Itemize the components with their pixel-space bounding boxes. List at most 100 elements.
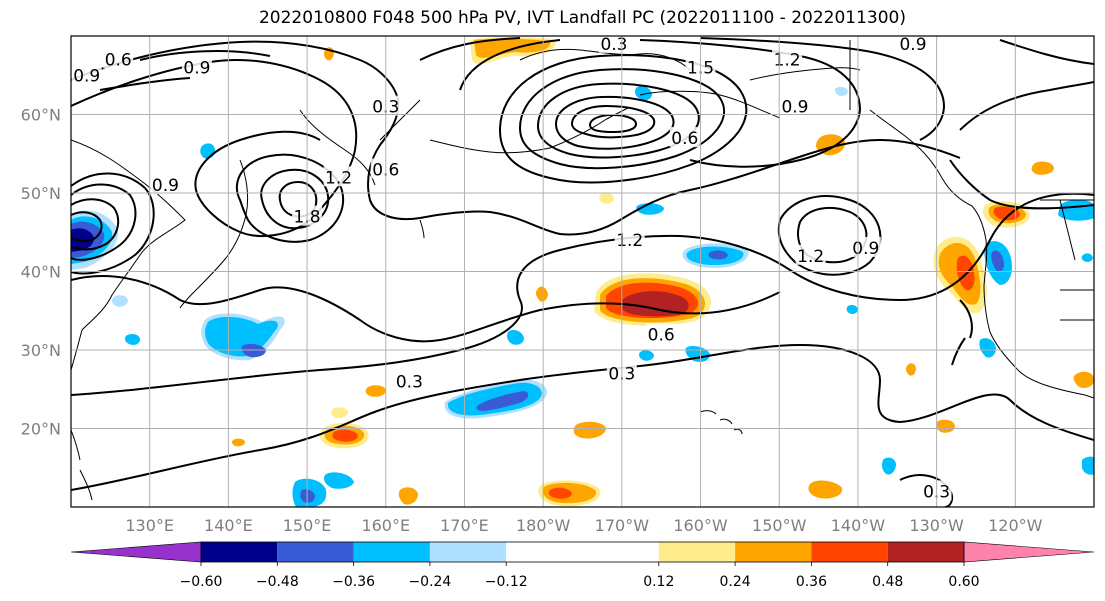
colorbar-tick-label: 0.36 [796,574,827,590]
contour-line [71,59,358,237]
contour-line [999,39,1094,65]
lon-tick-label: 130°E [125,516,174,535]
contour-line [518,68,726,170]
colorbar-tick-label: 0.48 [872,574,903,590]
contour-line [99,50,271,91]
coastline-aleutians [429,90,781,154]
anomaly-region [1073,371,1094,388]
anomaly-region [979,338,996,358]
colorbar-segment [277,542,354,562]
coastline-japan [179,159,249,309]
anomaly-region [476,391,529,411]
colorbar-segment [201,542,278,562]
contour-label-bg [394,370,425,391]
contour-label: 0.9 [150,174,181,196]
map-frame [70,35,1095,508]
anomaly-region [573,421,606,439]
anomaly-region [398,487,418,505]
colorbar-under-arrow [70,541,202,563]
anomaly-region [231,438,245,447]
map-title: 2022010800 F048 500 hPa PV, IVT Landfall… [258,8,906,28]
contour-label: 1.2 [614,229,645,251]
contour-label-text: 0.9 [183,58,210,78]
contour-label-text: 0.9 [781,98,808,118]
anomaly-region [1081,253,1093,262]
anomaly-region [323,472,354,489]
colorbar-segment [429,542,507,562]
anomaly-region [332,429,358,442]
contour-line [588,113,638,134]
colorbar-tick-label: −0.24 [408,574,451,590]
lon-tick-label: 150°W [752,516,807,535]
colorbar-segment [887,542,964,562]
coastline-islands [71,219,425,501]
colorbar-tick-label: −0.60 [180,574,223,590]
contour-line [71,211,103,242]
contour-label-bg [669,127,700,148]
contour-line [777,195,882,276]
contour-label-bg [323,166,354,187]
coastline-na-west [869,109,1094,399]
contour-label: 0.3 [394,370,425,392]
contour-label: 0.9 [898,35,929,55]
graticule [71,36,1094,507]
lat-tick-label: 20°N [21,420,61,439]
coastline-asia [71,139,186,371]
colorbar-tick-label: 0.60 [948,574,979,590]
contour-label-text: 0.9 [152,176,179,196]
contour-label-bg [646,323,677,344]
contour-line [71,183,137,261]
contour-line [278,180,318,218]
contour-label-text: 0.9 [73,66,100,86]
contour-label-bg [71,64,102,85]
colorbar-frame [200,541,965,563]
contour-line [71,275,781,343]
contour-label: 0.9 [181,56,212,78]
anomaly-region [365,385,386,397]
contour-label-text: 0.9 [852,239,879,259]
colorbar-segment [658,542,736,562]
lat-tick-label: 30°N [21,341,61,360]
contour-label-bg [898,36,929,53]
contour-line [949,159,1094,210]
contour-label-text: 0.9 [899,35,926,55]
contour-label: 0.9 [850,236,881,259]
anomaly-region [846,305,858,314]
lon-tick-label: 170°E [440,516,489,535]
anomaly-region [936,419,955,433]
contour-label: 0.6 [646,323,677,345]
anomaly-region [548,487,572,499]
contour-line [554,95,675,150]
contour-label: 0.6 [103,48,134,71]
contour-label-bg [150,174,181,195]
lat-tick-label: 40°N [21,263,61,282]
contour-label-bg [181,56,212,77]
latitude-labels: 60°N 50°N 40°N 30°N 20°N [21,106,61,439]
contour-label-text: 0.3 [600,35,627,55]
border-us-canada [1040,199,1094,321]
contour-label: 1.2 [795,244,826,267]
anomaly-region [300,489,315,503]
lat-tick-label: 60°N [21,106,61,125]
colorbar-segment [735,542,812,562]
contour-label: 0.6 [669,127,700,149]
ivt-shading-layer: 0.60.9 0.90.30.31.5 1.20.90.90.60.9 1.21.80… [71,35,1094,507]
contour-line [71,343,1094,491]
lat-tick-label: 50°N [21,184,61,203]
contour-line [71,198,120,251]
lon-tick-label: 170°W [595,516,650,535]
contour-line [71,172,155,275]
contour-line [570,104,656,139]
anomaly-region [112,295,128,307]
anomaly-region [1031,161,1054,175]
lon-tick-label: 130°W [909,516,964,535]
colorbar-tick-label: −0.12 [485,574,528,590]
longitude-labels: 130°E 140°E 150°E 160°E 170°E 180°W 170°W 160°W… [125,516,1042,535]
contour-line [235,153,345,243]
contour-line [536,82,700,159]
colorbar-segment [353,542,430,562]
colorbar-tick-label: 0.24 [720,574,751,590]
contour-label-bg [103,48,134,69]
anomaly-region [708,250,728,260]
